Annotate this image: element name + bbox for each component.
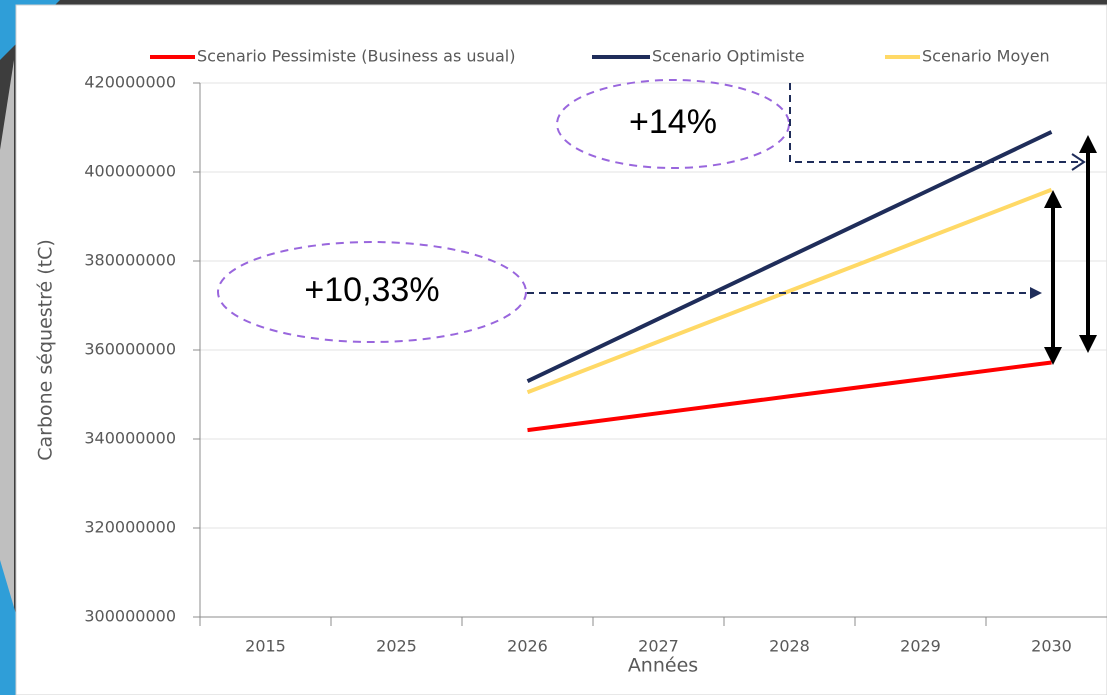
- annotations: +14% +10,33%: [217, 79, 1097, 365]
- ellipse: [217, 241, 527, 343]
- arrow-head: [1079, 335, 1097, 353]
- series-line: [526, 130, 1053, 383]
- y-tick-label: 400000000: [84, 162, 176, 181]
- arrow-head: [1044, 190, 1062, 208]
- legend-label: Scenario Optimiste: [652, 47, 805, 66]
- y-axis-label: Carbone séquestré (tC): [35, 239, 57, 461]
- y-tick-label: 420000000: [84, 73, 176, 92]
- x-tick-label: 2027: [638, 637, 679, 656]
- y-tick-label: 340000000: [84, 429, 176, 448]
- y-tick-label: 360000000: [84, 340, 176, 359]
- y-tick-label: 300000000: [84, 607, 176, 626]
- x-axis-label: Années: [628, 655, 698, 677]
- x-tick-label: 2015: [245, 637, 286, 656]
- decor: [0, 60, 14, 695]
- x-tick-label: 2029: [900, 637, 941, 656]
- annotation-text: +10,33%: [304, 271, 439, 309]
- y-tick-label: 380000000: [84, 251, 176, 270]
- y-tick-label: 320000000: [84, 518, 176, 537]
- annotation-text: +14%: [629, 103, 717, 141]
- dashed-arrow: [789, 83, 1078, 163]
- x-tick-label: 2025: [376, 637, 417, 656]
- x-tick-label: 2026: [507, 637, 548, 656]
- arrow-head: [1071, 153, 1086, 171]
- legend-label: Scenario Moyen: [922, 47, 1050, 66]
- legend-label: Scenario Pessimiste (Business as usual): [197, 47, 515, 66]
- arrow-head: [1079, 135, 1097, 153]
- arrow-head: [1030, 287, 1042, 299]
- arrow-head: [1044, 347, 1062, 365]
- series-line: [527, 360, 1052, 433]
- series-line: [526, 187, 1053, 395]
- x-tick-label: 2030: [1031, 637, 1072, 656]
- x-tick-label: 2028: [769, 637, 810, 656]
